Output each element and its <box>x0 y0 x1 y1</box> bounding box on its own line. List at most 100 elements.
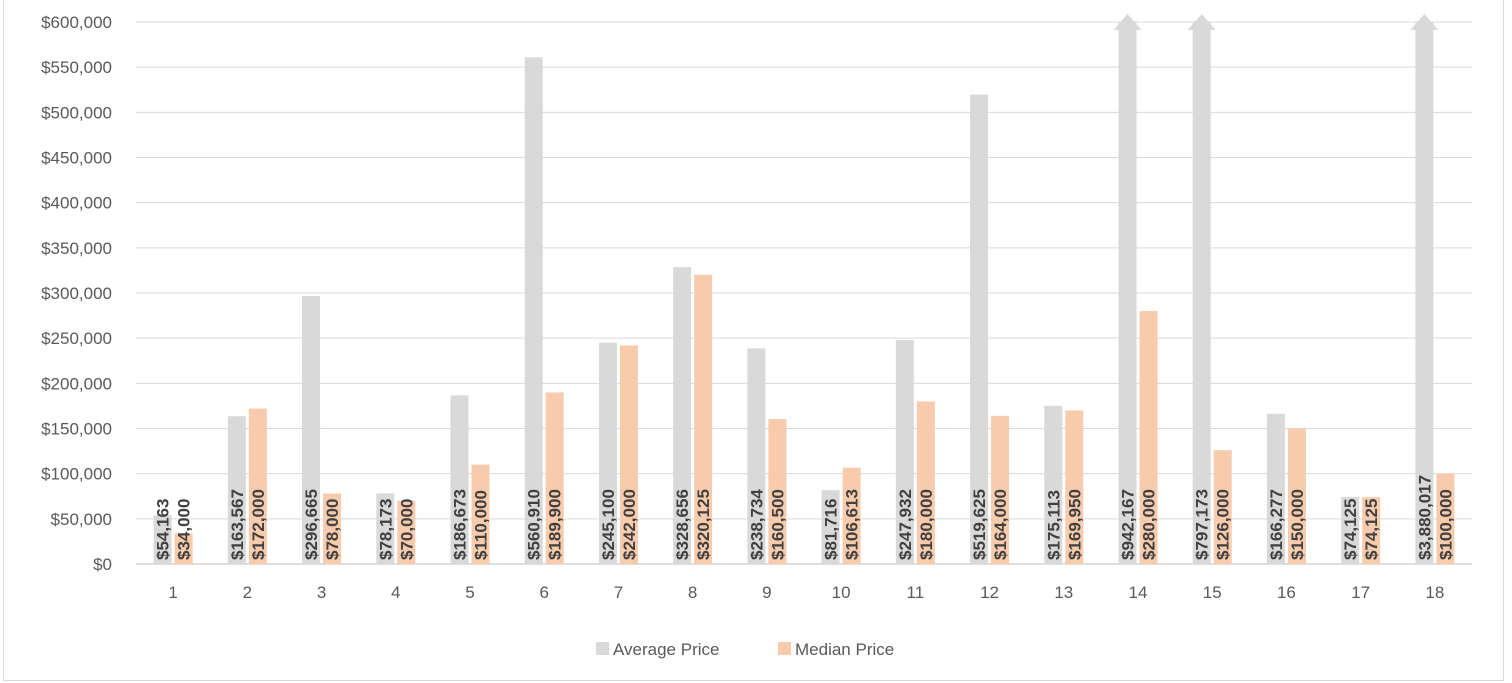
x-tick-label: 3 <box>317 583 326 602</box>
legend-swatch <box>596 642 609 655</box>
data-label: $328,656 <box>673 489 692 560</box>
legend-median-price: Median Price <box>778 640 894 659</box>
data-label: $54,163 <box>154 499 173 560</box>
average-price-bar <box>1341 497 1360 564</box>
legend-average-price: Average Price <box>596 640 719 659</box>
data-label: $172,000 <box>249 489 268 560</box>
x-tick-label: 8 <box>688 583 697 602</box>
average-price-bar <box>970 94 989 565</box>
median-price-bar <box>1065 410 1084 564</box>
average-price-bar <box>1192 22 1211 564</box>
data-labels: $54,163 $34,000 $163,567 $172,000 $296,665 $7… <box>154 475 1456 560</box>
x-axis: 1 2 3 4 5 6 7 8 9 10 11 12 13 14 15 16 17 18 <box>168 583 1444 602</box>
data-label: $186,673 <box>451 489 470 560</box>
x-tick-label: 11 <box>907 583 925 602</box>
overflow-arrow <box>1410 14 1439 30</box>
average-price-bar <box>302 296 321 564</box>
data-label: $106,613 <box>843 489 862 560</box>
median-price-bar <box>842 467 861 564</box>
overflow-arrow <box>1113 14 1142 30</box>
y-tick-label: $100,000 <box>41 465 112 484</box>
x-tick-label: 18 <box>1425 583 1444 602</box>
median-price-bar <box>916 401 935 564</box>
x-tick-label: 9 <box>762 583 771 602</box>
legend-label: Median Price <box>795 640 894 659</box>
data-label: $100,000 <box>1436 489 1455 560</box>
average-price-bar <box>1044 405 1063 564</box>
legend-label: Average Price <box>613 640 719 659</box>
bars <box>153 14 1455 565</box>
median-price-bar <box>1287 428 1306 564</box>
x-tick-label: 7 <box>614 583 623 602</box>
x-tick-label: 12 <box>980 583 999 602</box>
x-tick-label: 2 <box>243 583 252 602</box>
y-tick-label: $350,000 <box>41 239 112 258</box>
average-price-bar <box>598 342 617 564</box>
median-price-bar <box>174 533 193 564</box>
x-tick-label: 17 <box>1351 583 1370 602</box>
x-tick-label: 5 <box>465 583 474 602</box>
x-tick-label: 6 <box>539 583 548 602</box>
median-price-bar <box>248 408 267 564</box>
median-price-bar <box>1139 311 1158 564</box>
y-tick-label: $550,000 <box>41 58 112 77</box>
x-tick-label: 4 <box>391 583 400 602</box>
median-price-bar <box>1213 450 1232 564</box>
y-tick-label: $500,000 <box>41 103 112 122</box>
data-label: $78,000 <box>323 499 342 560</box>
data-label: $247,932 <box>896 489 915 560</box>
data-label: $320,125 <box>694 489 713 560</box>
y-tick-label: $250,000 <box>41 329 112 348</box>
data-label: $238,734 <box>747 489 766 560</box>
x-tick-label: 1 <box>168 583 177 602</box>
average-price-bar <box>1118 22 1137 564</box>
y-tick-label: $150,000 <box>41 420 112 439</box>
average-price-bar <box>747 348 766 564</box>
y-axis: $0 $50,000 $100,000 $150,000 $200,000 $250,00… <box>41 13 112 574</box>
data-label: $78,173 <box>376 499 395 560</box>
data-label: $3,880,017 <box>1415 475 1434 560</box>
data-label: $942,167 <box>1119 489 1138 560</box>
median-price-bar <box>1362 497 1381 564</box>
average-price-bar <box>450 395 469 564</box>
average-price-bar <box>524 57 543 564</box>
data-label: $296,665 <box>302 489 321 560</box>
data-label: $34,000 <box>175 499 194 560</box>
data-label: $81,716 <box>822 499 841 560</box>
y-tick-label: $50,000 <box>51 510 112 529</box>
data-label: $163,567 <box>228 489 247 560</box>
median-price-bar <box>323 493 342 564</box>
average-price-bar <box>895 340 914 564</box>
median-price-bar <box>471 464 490 564</box>
average-price-bar <box>673 267 692 564</box>
gridlines <box>136 21 1472 565</box>
y-tick-label: $200,000 <box>41 374 112 393</box>
median-price-bar <box>768 419 787 564</box>
data-label: $126,000 <box>1214 489 1233 560</box>
data-label: $175,113 <box>1044 490 1063 560</box>
data-label: $519,625 <box>970 489 989 560</box>
data-label: $242,000 <box>620 489 639 560</box>
x-tick-label: 13 <box>1054 583 1073 602</box>
average-price-bar <box>1266 413 1285 564</box>
data-label: $164,000 <box>991 489 1010 560</box>
x-tick-label: 16 <box>1277 583 1296 602</box>
chart-frame <box>3 0 1504 681</box>
data-label: $70,000 <box>397 499 416 560</box>
average-price-bar <box>821 490 840 564</box>
data-label: $74,125 <box>1362 499 1381 560</box>
data-label: $150,000 <box>1288 489 1307 560</box>
data-label: $245,100 <box>599 489 618 560</box>
data-label: $110,000 <box>472 490 491 560</box>
data-label: $797,173 <box>1193 489 1212 560</box>
data-label: $169,950 <box>1065 489 1084 560</box>
data-label: $189,900 <box>546 489 565 560</box>
median-price-bar <box>694 274 713 564</box>
x-tick-label: 15 <box>1203 583 1222 602</box>
data-label: $74,125 <box>1341 499 1360 560</box>
median-price-bar <box>397 500 416 564</box>
legend: Average Price Median Price <box>596 640 894 659</box>
data-label: $180,000 <box>917 489 936 560</box>
data-label: $160,500 <box>768 489 787 560</box>
